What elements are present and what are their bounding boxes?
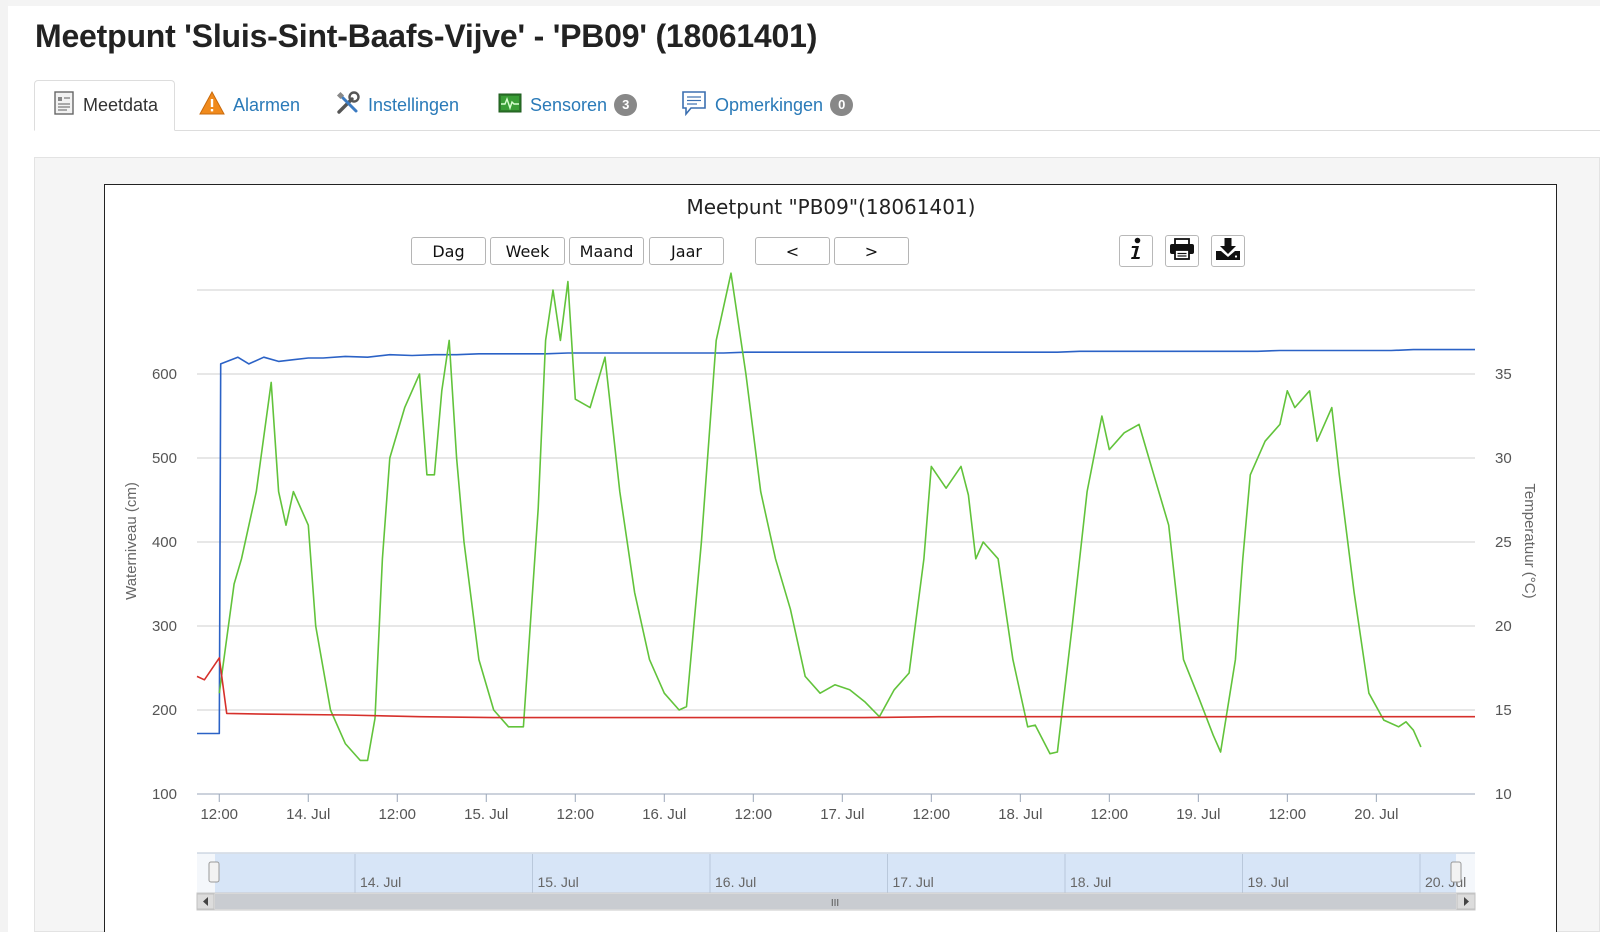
page-title: Meetpunt 'Sluis-Sint-Baafs-Vijve' - 'PB0…	[35, 18, 818, 54]
info-button[interactable]	[1119, 235, 1153, 267]
tab-alarmen[interactable]: Alarmen	[199, 80, 300, 130]
print-button[interactable]	[1165, 235, 1199, 267]
range-month-button[interactable]: Maand	[569, 237, 644, 265]
tab-label: Alarmen	[233, 94, 301, 115]
warning-icon	[199, 90, 225, 120]
tab-label: Sensoren	[530, 94, 608, 115]
left-strip	[0, 0, 8, 932]
comment-count-badge: 0	[830, 94, 854, 116]
range-year-button[interactable]: Jaar	[649, 237, 724, 265]
range-day-button[interactable]: Dag	[411, 237, 486, 265]
previous-period-button[interactable]: <	[755, 237, 830, 265]
top-strip	[0, 0, 1600, 6]
tab-bar: Meetdata Alarmen Instellingen Sensoren 3…	[34, 80, 1600, 131]
tab-instellingen[interactable]: Instellingen	[336, 80, 459, 130]
tab-label: Instellingen	[368, 94, 460, 115]
comment-icon	[681, 90, 707, 121]
tab-opmerkingen[interactable]: Opmerkingen 0	[681, 80, 854, 130]
download-button[interactable]	[1211, 235, 1245, 267]
tab-label: Opmerkingen	[715, 94, 824, 115]
print-icon	[1169, 237, 1195, 265]
download-icon	[1215, 237, 1241, 266]
range-week-button[interactable]: Week	[490, 237, 565, 265]
tab-sensoren[interactable]: Sensoren 3	[498, 80, 638, 130]
info-icon	[1126, 237, 1146, 266]
tab-meetdata[interactable]: Meetdata	[34, 80, 176, 131]
sensor-icon	[498, 93, 522, 118]
next-period-button[interactable]: >	[834, 237, 909, 265]
report-icon	[53, 91, 75, 120]
chart-title: Meetpunt "PB09"(18061401)	[686, 195, 976, 219]
tools-icon	[336, 90, 360, 120]
chart-container	[104, 184, 1557, 932]
sensor-count-badge: 3	[614, 94, 638, 116]
tab-label: Meetdata	[83, 95, 159, 115]
